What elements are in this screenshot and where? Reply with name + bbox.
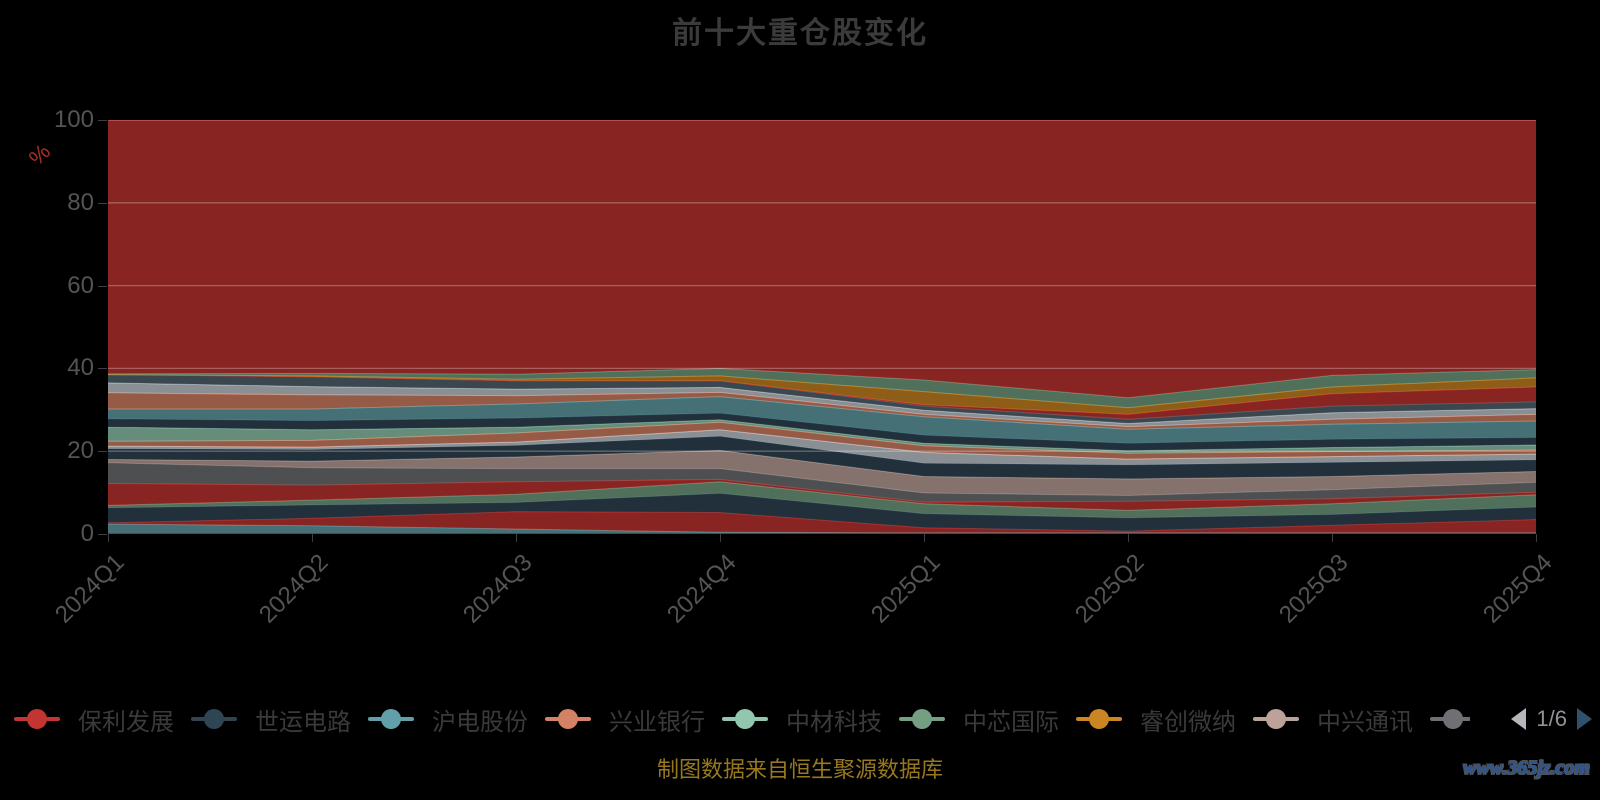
watermark: www.365jz.com	[1462, 757, 1590, 779]
x-axis-label: 2024Q1	[49, 549, 130, 629]
x-axis-tick	[1536, 534, 1537, 542]
legend-label: 中材科技	[786, 708, 882, 736]
y-axis-tick	[98, 368, 107, 370]
x-axis-tick	[1128, 534, 1129, 542]
line-series-marker-icon	[191, 709, 237, 729]
line-series-marker-icon	[545, 709, 591, 729]
legend-item[interactable]: 中材科技	[722, 702, 899, 737]
legend-pager: 1/6	[1511, 700, 1592, 738]
area-series-s3[interactable]	[108, 493, 1536, 532]
legend-item[interactable]: 中芯国际	[899, 702, 1076, 737]
y-axis-label: 20	[67, 437, 94, 465]
y-axis-tick	[98, 120, 107, 121]
x-axis-tick	[924, 534, 925, 542]
y-axis-label: 60	[67, 271, 94, 299]
y-axis-label: 100	[53, 106, 94, 133]
x-axis-label: 2025Q1	[865, 549, 946, 629]
line-series-marker-icon	[1430, 709, 1470, 729]
legend-item[interactable]	[1430, 708, 1470, 730]
legend-next-icon[interactable]	[1577, 708, 1592, 730]
legend-label: 保利发展	[78, 708, 174, 736]
area-series-s18[interactable]	[108, 374, 1536, 415]
line-series-marker-icon	[899, 709, 945, 729]
legend-item[interactable]: 中兴通讯	[1253, 702, 1430, 737]
y-axis-tick	[98, 534, 107, 535]
area-series-s5[interactable]	[108, 479, 1536, 511]
area-series-s12[interactable]	[108, 413, 1536, 451]
page-title: 前十大重仓股变化	[672, 17, 928, 50]
area-series-s19[interactable]	[108, 368, 1536, 408]
legend-item[interactable]: 世运电路	[191, 702, 368, 737]
legend-label: 沪电股份	[432, 708, 528, 736]
line-series-marker-icon	[368, 709, 414, 729]
area-series-s9[interactable]	[108, 429, 1536, 465]
x-axis-label: 2024Q2	[253, 549, 334, 629]
y-axis-label: 80	[67, 188, 94, 216]
x-axis-label: 2024Q3	[457, 549, 538, 629]
y-axis-label: 40	[67, 354, 94, 382]
y-axis-label: 0	[80, 520, 94, 547]
line-series-marker-icon	[722, 709, 768, 729]
legend: 保利发展 世运电路 沪电股份 兴业银行 中材科技 中芯国际 睿创微纳 中兴通讯	[14, 700, 1470, 738]
legend-label: 兴业银行	[609, 708, 705, 736]
line-series-marker-icon	[1076, 709, 1122, 729]
x-axis-label: 2024Q4	[661, 549, 742, 629]
y-axis-tick	[98, 451, 107, 453]
legend-prev-icon[interactable]	[1511, 708, 1527, 730]
area-series-s2[interactable]	[108, 511, 1536, 533]
x-axis-tick	[312, 534, 313, 542]
legend-label: 中芯国际	[963, 708, 1059, 736]
legend-item[interactable]: 睿创微纳	[1076, 702, 1253, 737]
y-axis-tick	[98, 285, 107, 287]
y-axis-name: %	[23, 138, 56, 171]
line-series-marker-icon	[14, 709, 60, 729]
legend-item[interactable]: 兴业银行	[545, 702, 722, 737]
x-axis-tick	[108, 534, 109, 542]
legend-item[interactable]: 沪电股份	[368, 702, 545, 737]
line-series-marker-icon	[1253, 709, 1299, 729]
y-axis-tick	[98, 202, 107, 204]
area-series-s6[interactable]	[108, 462, 1536, 503]
area-series-s7[interactable]	[108, 450, 1536, 496]
legend-label: 世运电路	[255, 708, 351, 736]
x-axis-tick	[720, 534, 721, 542]
x-axis-tick	[1332, 534, 1333, 542]
x-axis-label: 2025Q3	[1273, 549, 1354, 629]
legend-item[interactable]: 保利发展	[14, 702, 191, 737]
legend-label: 中兴通讯	[1317, 708, 1413, 736]
area-series-s14[interactable]	[108, 392, 1536, 430]
area-series-s10[interactable]	[108, 422, 1536, 460]
chart-plot-area	[108, 120, 1536, 534]
area-series-s13[interactable]	[108, 396, 1536, 444]
legend-label: 睿创微纳	[1140, 708, 1236, 736]
x-axis-label: 2025Q2	[1069, 549, 1150, 629]
x-axis-label: 2025Q4	[1477, 549, 1558, 629]
area-series-s1[interactable]	[108, 524, 1536, 534]
area-series-s8[interactable]	[108, 436, 1536, 479]
area-series-s16[interactable]	[108, 374, 1536, 424]
area-series-remainder[interactable]	[108, 120, 1536, 398]
area-edge-s2	[108, 511, 1536, 532]
plot-svg	[108, 120, 1536, 534]
x-axis-tick	[516, 534, 517, 542]
data-source-note: 制图数据来自恒生聚源数据库	[656, 757, 943, 782]
legend-page-info: 1/6	[1536, 706, 1567, 731]
area-series-s15[interactable]	[108, 382, 1536, 427]
